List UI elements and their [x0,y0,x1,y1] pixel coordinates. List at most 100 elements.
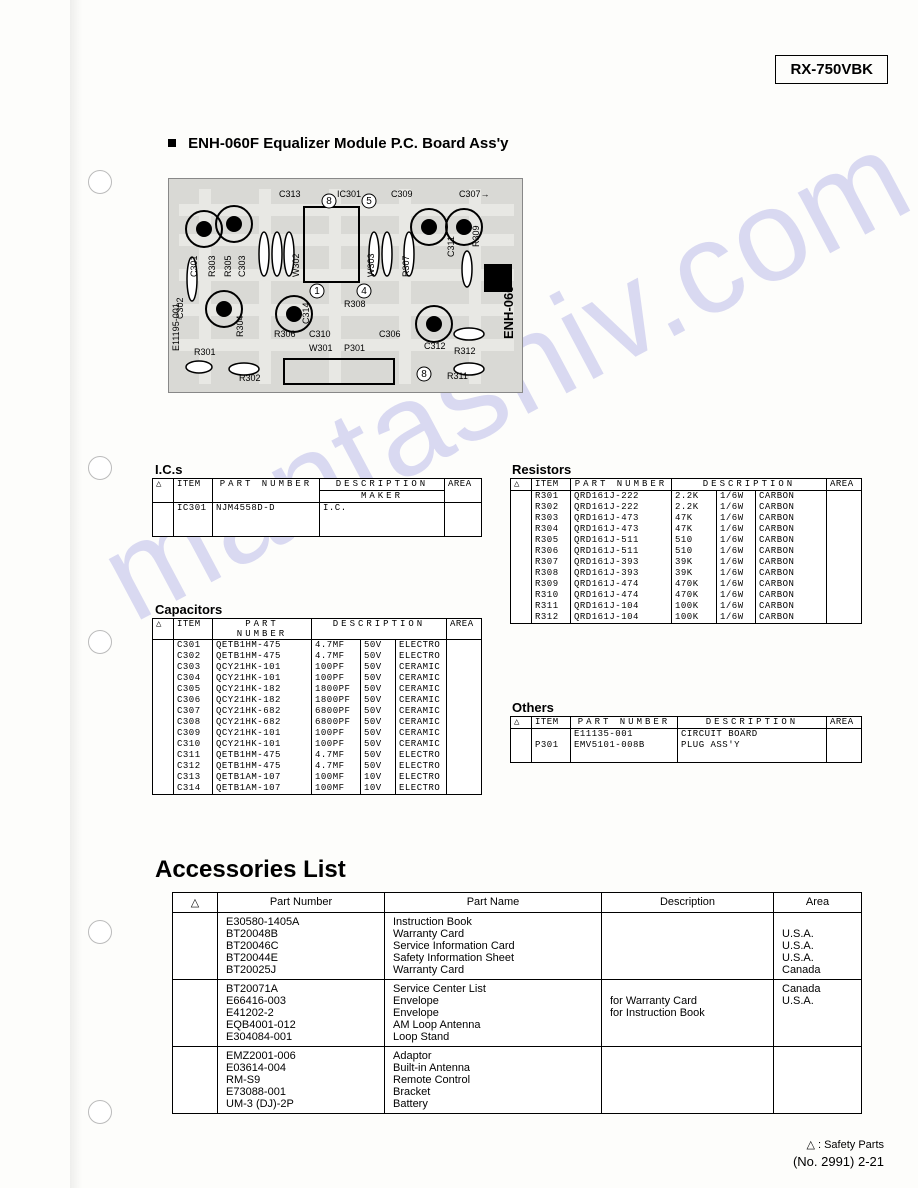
svg-text:R301: R301 [194,347,216,357]
svg-text:IC301: IC301 [337,189,361,199]
col-area: AREA [827,717,862,729]
page-footer: (No. 2991) 2-21 [793,1154,884,1169]
svg-text:C314: C314 [301,302,311,324]
table-row: R311QRD161J-104100K1/6WCARBON [511,601,862,612]
table-row [511,751,862,763]
table-row: R302QRD161J-2222.2K1/6WCARBON [511,502,862,513]
svg-text:R305: R305 [223,255,233,277]
table-row: EMZ2001-006E03614-004RM-S9E73088-001UM-3… [173,1047,862,1114]
table-row: R304QRD161J-47347K1/6WCARBON [511,524,862,535]
svg-text:4: 4 [361,286,367,297]
table-row: C310QCY21HK-101100PF50VCERAMIC [153,739,482,750]
col-description: DESCRIPTION [312,619,447,640]
binder-shadow [70,0,82,1188]
table-row: C314QETB1AM-107100MF10VELECTRO [153,783,482,795]
bullet-square-icon [168,139,176,147]
col-description: DESCRIPTION [672,479,827,491]
table-row: C309QCY21HK-101100PF50VCERAMIC [153,728,482,739]
svg-text:C301: C301 [189,255,199,277]
svg-text:R311: R311 [447,371,468,381]
table-row: C307QCY21HK-6826800PF50VCERAMIC [153,706,482,717]
binder-hole [88,170,112,194]
svg-text:W303: W303 [366,253,376,277]
svg-text:R308: R308 [344,299,366,309]
col-safety: △ [173,893,218,913]
binder-hole [88,456,112,480]
pcb-svg: 8 5 1 4 8 C313 IC301 C309 C307→ C301 R30… [169,179,523,393]
svg-text:R312: R312 [454,346,476,356]
col-area: AREA [445,479,482,503]
table-row: E30580-1405ABT20048BBT20046CBT20044EBT20… [173,913,862,980]
col-maker: MAKER [320,491,445,503]
table-row: R301QRD161J-2222.2K1/6WCARBON [511,491,862,503]
binder-hole [88,920,112,944]
svg-text:8: 8 [421,369,427,380]
accessories-heading: Accessories List [155,856,346,884]
svg-text:1: 1 [314,286,320,297]
col-item: ITEM [532,717,571,729]
col-description: Description [602,893,774,913]
table-row: C302QETB1HM-4754.7MF50VELECTRO [153,651,482,662]
section-title: ENH-060F Equalizer Module P.C. Board Ass… [188,135,508,152]
col-area: AREA [447,619,482,640]
svg-text:C311: C311 [446,236,456,257]
svg-text:R306: R306 [274,329,296,339]
col-description: DESCRIPTION [678,717,827,729]
svg-text:C312: C312 [424,341,446,351]
col-item: ITEM [174,479,213,503]
table-row: C301QETB1HM-4754.7MF50VELECTRO [153,640,482,652]
others-table: △ ITEM PART NUMBER DESCRIPTION AREA E111… [510,716,862,763]
svg-text:C307→: C307→ [459,189,490,199]
res-heading: Resistors [512,462,571,477]
table-row: BT20071AE66416-003E41202-2EQB4001-012E30… [173,980,862,1047]
col-part-number: PART NUMBER [213,619,312,640]
table-row: C306QCY21HK-1821800PF50VCERAMIC [153,695,482,706]
table-row: R303QRD161J-47347K1/6WCARBON [511,513,862,524]
table-row: C305QCY21HK-1821800PF50VCERAMIC [153,684,482,695]
document-page: RX-750VBK mantashiv.com ENH-060F Equaliz… [0,0,918,1188]
svg-text:C313: C313 [279,189,301,199]
caps-table: △ ITEM PART NUMBER DESCRIPTION AREA C301… [152,618,482,795]
others-heading: Others [512,700,554,715]
col-part-number: PART NUMBER [213,479,320,503]
binder-hole [88,630,112,654]
table-row: C303QCY21HK-101100PF50VCERAMIC [153,662,482,673]
svg-text:C306: C306 [379,329,401,339]
pcb-diagram: 8 5 1 4 8 C313 IC301 C309 C307→ C301 R30… [168,178,523,393]
col-safety: △ [153,479,174,503]
table-row: R306QRD161J-5115101/6WCARBON [511,546,862,557]
svg-text:R307: R307 [401,255,411,277]
table-row: R310QRD161J-474470K1/6WCARBON [511,590,862,601]
svg-text:P301: P301 [344,343,365,353]
safety-parts-legend: △ : Safety Parts [806,1138,884,1151]
col-part-name: Part Name [385,893,602,913]
col-item: ITEM [532,479,571,491]
svg-text:R302: R302 [239,373,261,383]
table-row: C308QCY21HK-6826800PF50VCERAMIC [153,717,482,728]
col-part-number: Part Number [218,893,385,913]
svg-text:C303: C303 [237,255,247,277]
svg-text:C310: C310 [309,329,331,339]
svg-text:R303: R303 [207,255,217,277]
table-row: C311QETB1HM-4754.7MF50VELECTRO [153,750,482,761]
svg-text:W301: W301 [309,343,333,353]
binder-hole [88,1100,112,1124]
col-item: ITEM [174,619,213,640]
table-row: R307QRD161J-39339K1/6WCARBON [511,557,862,568]
section-title-row: ENH-060F Equalizer Module P.C. Board Ass… [168,135,509,152]
table-row [153,514,482,525]
table-row: R308QRD161J-39339K1/6WCARBON [511,568,862,579]
svg-text:R309: R309 [471,225,481,247]
table-row: C312QETB1HM-4754.7MF50VELECTRO [153,761,482,772]
caps-heading: Capacitors [155,602,222,617]
res-table: △ ITEM PART NUMBER DESCRIPTION AREA R301… [510,478,862,624]
svg-text:8: 8 [326,196,332,207]
accessories-table: △ Part Number Part Name Description Area… [172,892,862,1114]
svg-text:ENH-060: ENH-060 [501,286,516,339]
table-row: P301 EMV5101-008B PLUG ASS'Y [511,740,862,751]
col-safety: △ [153,619,174,640]
table-row: R309QRD161J-474470K1/6WCARBON [511,579,862,590]
col-description: DESCRIPTION [320,479,445,491]
col-part-number: PART NUMBER [571,717,678,729]
table-row: E11135-001 CIRCUIT BOARD [511,729,862,741]
